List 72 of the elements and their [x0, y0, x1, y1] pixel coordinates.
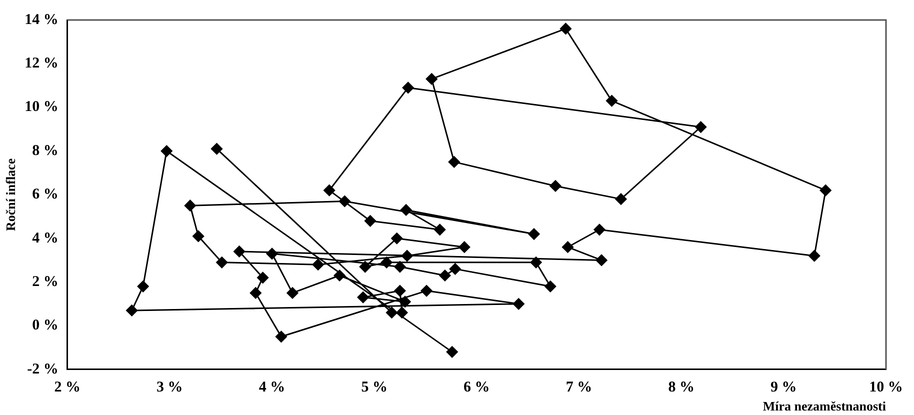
y-tick-label: 14 % — [24, 12, 58, 28]
point — [808, 250, 820, 262]
point — [250, 287, 262, 299]
point — [606, 95, 618, 107]
x-tick-label: 7 % — [566, 379, 592, 396]
x-tick-label: 6 % — [464, 379, 490, 396]
point — [396, 306, 408, 318]
y-tick-label: 2 % — [32, 274, 58, 290]
x-tick-label: 3 % — [156, 379, 183, 396]
point — [426, 73, 438, 85]
y-tick-label: 6 % — [32, 186, 58, 203]
y-tick-label: 12 % — [24, 56, 58, 72]
x-tick-label: 4 % — [258, 379, 286, 396]
y-tick-label: -2 % — [27, 361, 58, 378]
point — [386, 306, 398, 318]
point — [324, 184, 336, 196]
point — [391, 232, 403, 244]
point — [394, 261, 406, 273]
y-tick-label: 8 % — [32, 142, 58, 159]
point — [594, 224, 606, 236]
y-tick-label: 4 % — [32, 230, 58, 246]
point — [596, 254, 608, 266]
point — [192, 230, 204, 242]
point — [338, 196, 350, 207]
point — [530, 256, 542, 268]
x-tick-label: 8 % — [668, 379, 694, 396]
point — [216, 256, 228, 268]
point — [544, 280, 556, 292]
point — [357, 292, 369, 304]
point — [257, 272, 269, 284]
y-tick-label: 10 % — [24, 99, 58, 116]
point — [401, 250, 413, 262]
point — [126, 304, 138, 316]
point — [560, 22, 572, 34]
point — [420, 285, 432, 297]
point — [550, 180, 562, 192]
point — [137, 280, 149, 292]
point — [399, 296, 411, 308]
y-tick-label: 0 % — [32, 318, 58, 334]
point — [400, 204, 412, 216]
x-tick-label: 10 % — [869, 379, 903, 396]
point — [286, 287, 298, 299]
point — [184, 200, 196, 212]
point — [448, 156, 460, 168]
x-tick-label: 2 % — [54, 379, 80, 396]
point — [458, 241, 470, 253]
point — [394, 285, 406, 297]
point — [434, 224, 446, 236]
point — [402, 82, 414, 94]
point — [446, 346, 458, 358]
x-tick-label: 9 % — [770, 379, 797, 396]
point — [380, 256, 392, 268]
point — [359, 261, 371, 273]
point — [528, 228, 540, 240]
point — [234, 246, 246, 258]
point — [695, 121, 707, 133]
x-tick-label: 5 % — [361, 379, 388, 396]
point — [562, 241, 574, 253]
point — [449, 263, 461, 275]
point — [364, 215, 376, 227]
point — [820, 184, 832, 196]
point — [512, 298, 524, 310]
point — [275, 330, 287, 342]
point — [266, 248, 278, 260]
point — [211, 143, 223, 155]
point — [312, 258, 324, 270]
point — [439, 270, 451, 282]
y-axis-title: Roční inflace — [3, 158, 18, 231]
point — [160, 145, 172, 157]
point — [334, 270, 346, 282]
point — [615, 193, 627, 205]
x-axis-title: Míra nezaměstnanosti — [762, 398, 886, 414]
